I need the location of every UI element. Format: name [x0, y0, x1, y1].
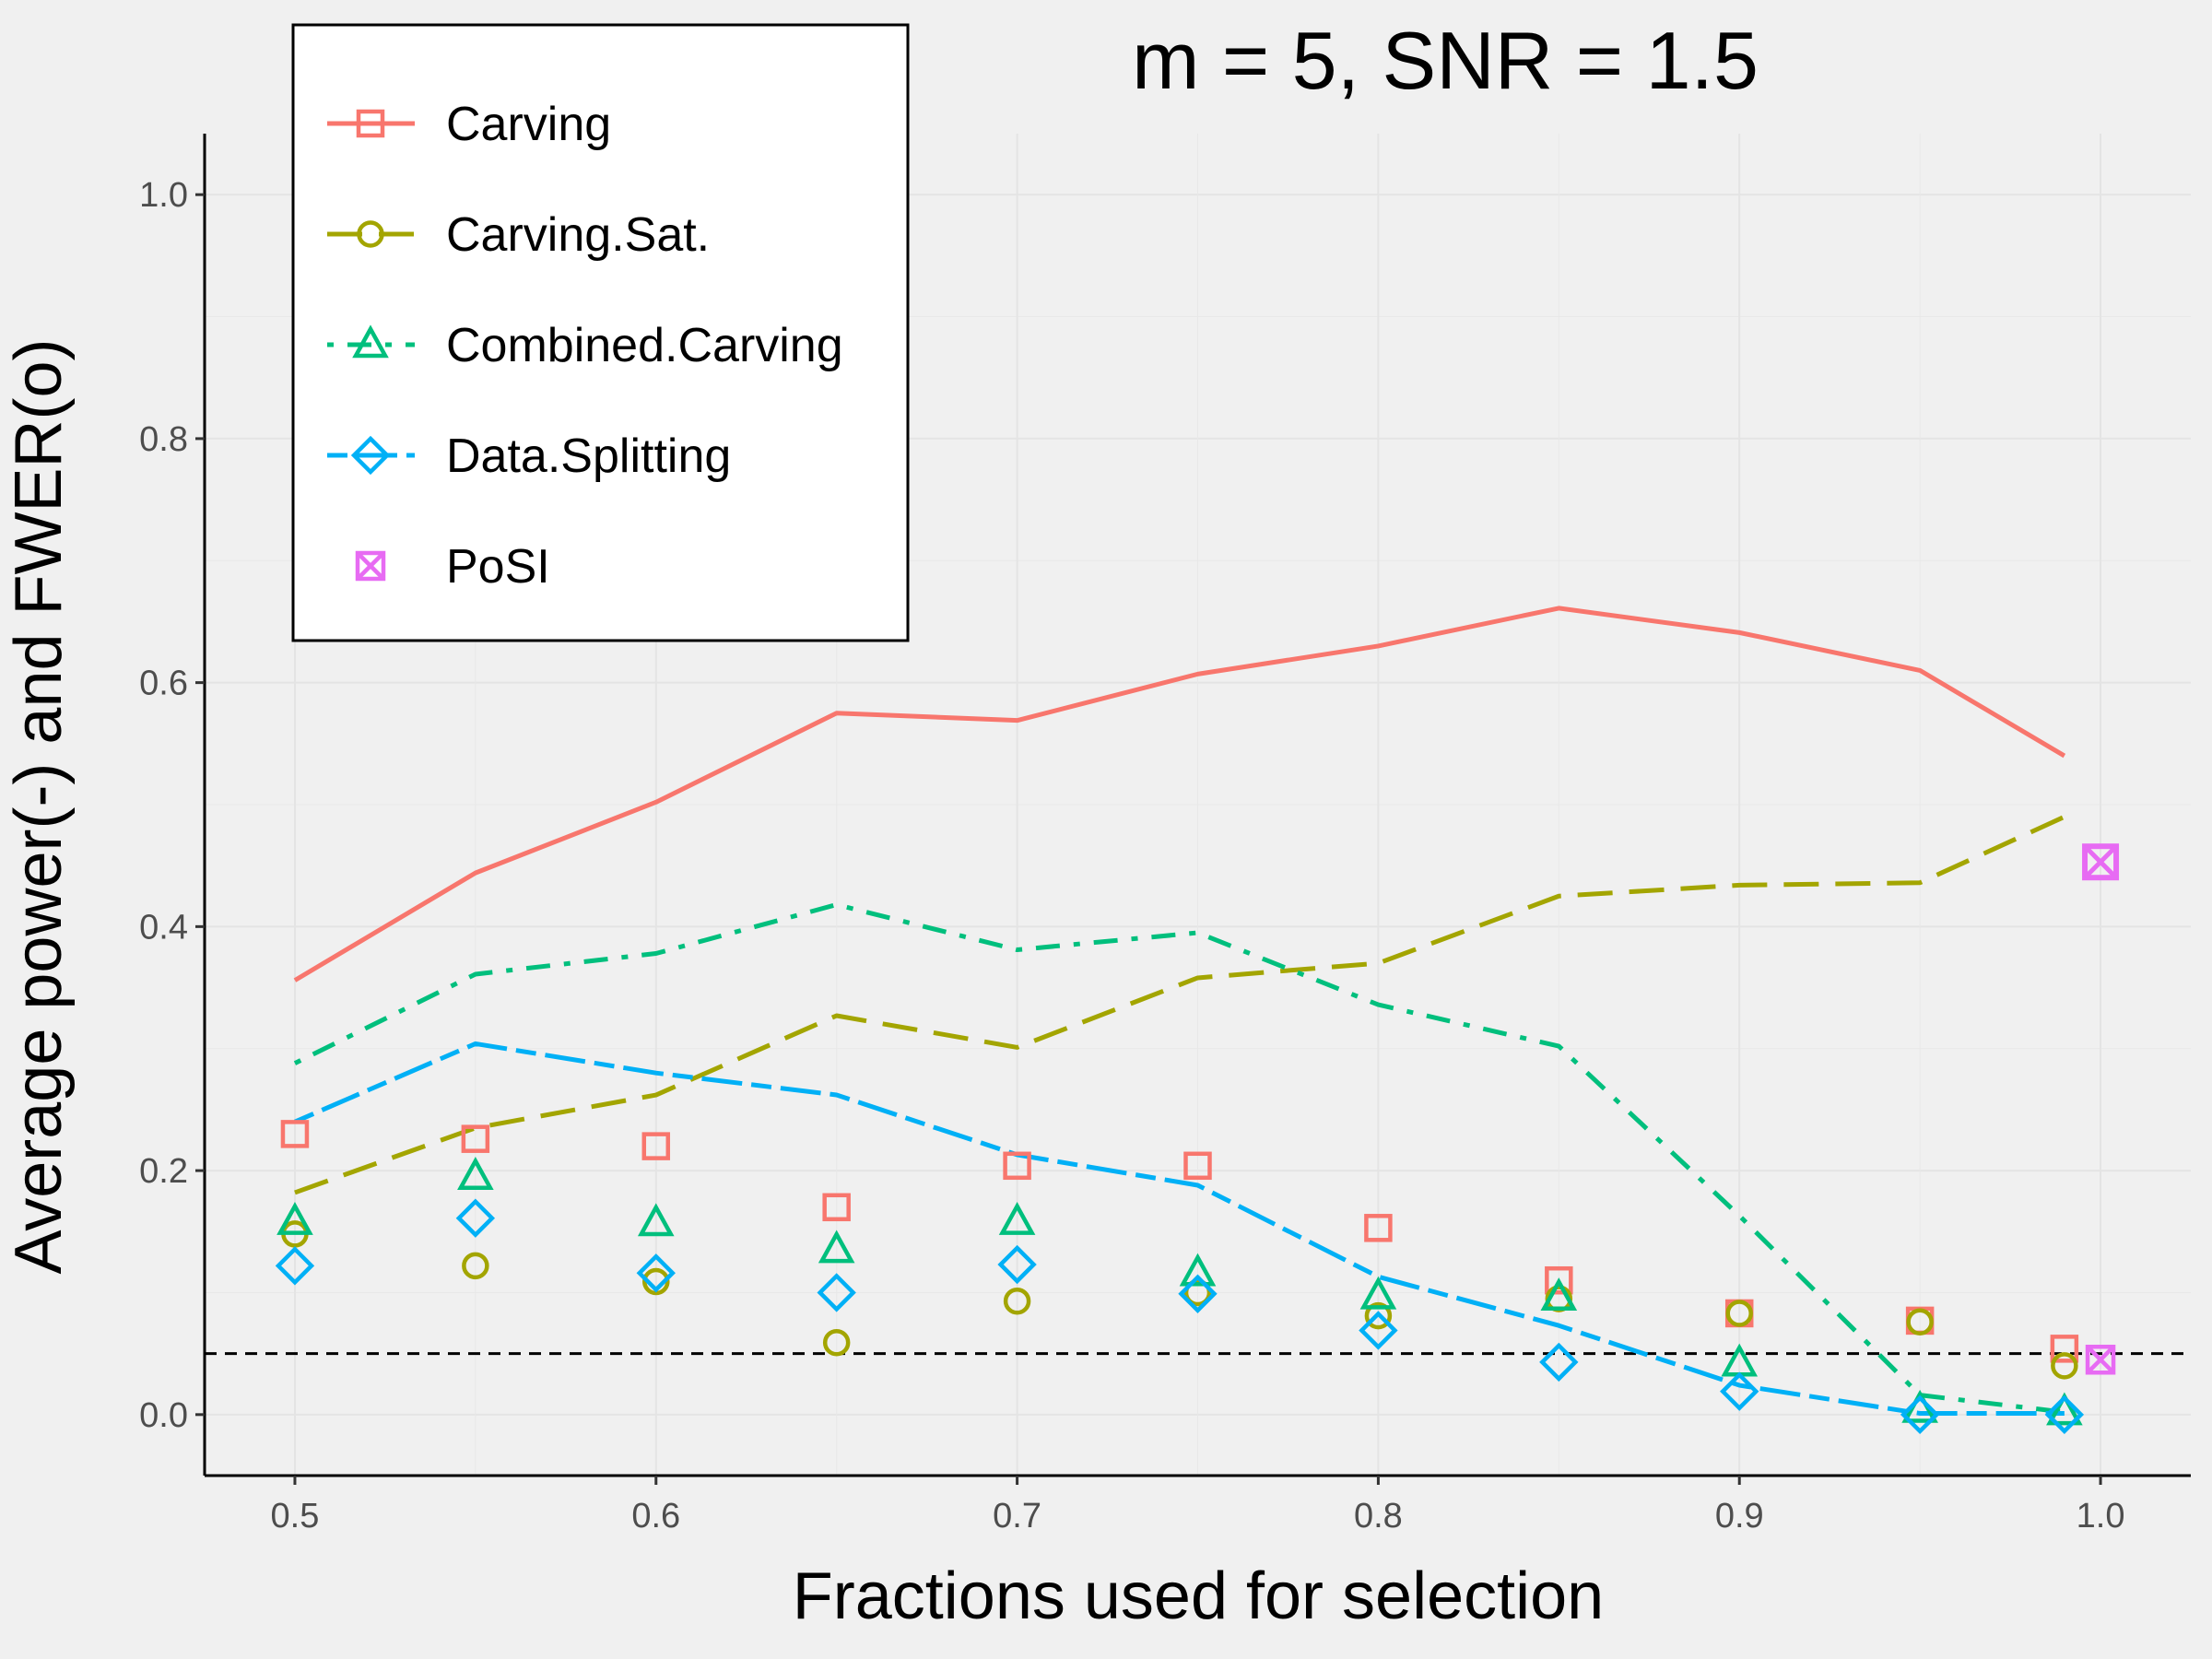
- x-tick-label: 0.5: [271, 1497, 320, 1535]
- x-axis-title: Fractions used for selection: [793, 1559, 1604, 1633]
- carving-sat-fwer-point: [1003, 1287, 1031, 1315]
- carving-sat-fwer-point: [1906, 1308, 1934, 1335]
- legend-label-carving-sat: Carving.Sat.: [446, 208, 710, 262]
- carving-power-line: [293, 606, 2066, 982]
- y-tick-label: 0.2: [139, 1152, 188, 1191]
- x-tick-label: 0.8: [1354, 1497, 1403, 1535]
- combined-carving-fwer-point: [457, 1157, 494, 1190]
- y-tick-label: 0.0: [139, 1396, 188, 1435]
- y-axis-title: Average power(-) and FWER(o): [2, 339, 76, 1275]
- posi-fwer-point: [2085, 1345, 2116, 1375]
- legend-item-data-splitting: Data.Splitting: [327, 429, 731, 483]
- posi-power-point-box: [2082, 843, 2120, 881]
- data-splitting-fwer-point: [636, 1253, 676, 1293]
- x-tick-label: 1.0: [2077, 1497, 2125, 1535]
- legend-label-combined-carving: Combined.Carving: [446, 319, 843, 372]
- combined-carving-fwer-point: [818, 1230, 855, 1264]
- data-splitting-fwer-point: [997, 1244, 1037, 1285]
- carving-sat-fwer-point: [1725, 1300, 1753, 1327]
- combined-carving-power-line: [293, 902, 2065, 1415]
- series-markers: [275, 843, 2120, 1435]
- combined-carving-fwer-point: [1179, 1253, 1217, 1287]
- carving-fwer-point: [1183, 1151, 1212, 1181]
- data-splitting-fwer-point: [1539, 1342, 1579, 1382]
- y-tick-label: 0.8: [139, 420, 188, 459]
- combined-carving-fwer-point: [998, 1202, 1036, 1235]
- y-tick-label: 0.6: [139, 665, 188, 703]
- carving-fwer-point: [2050, 1335, 2079, 1363]
- legend: Carving Carving.Sat. Combined.Carving Data.…: [291, 23, 910, 642]
- y-tick-label: 0.4: [139, 908, 188, 947]
- combined-carving-fwer-point: [276, 1202, 313, 1235]
- x-tick-label: 0.9: [1715, 1497, 1764, 1535]
- y-tick-label: 1.0: [139, 176, 188, 215]
- ticks: 0.0 0.2 0.4 0.6 0.8 1.0 0.5 0.6 0.7 0.8 0.9 1.0: [139, 176, 2124, 1535]
- carving-sat-fwer-point: [462, 1252, 489, 1280]
- carving-sat-power-line: [294, 814, 2065, 1195]
- carving-fwer-point: [1364, 1214, 1393, 1242]
- data-splitting-fwer-point: [2044, 1394, 2085, 1435]
- posi-fwer-point-cross-b: [2086, 1345, 2115, 1374]
- carving-sat-fwer-point: [1183, 1278, 1212, 1307]
- legend-label-data-splitting: Data.Splitting: [446, 429, 731, 483]
- combined-carving-fwer-point: [1359, 1276, 1397, 1310]
- legend-marker-posi-box: [355, 550, 386, 582]
- legend-item-posi: PoSI: [355, 540, 550, 594]
- carving-fwer-point: [1003, 1151, 1031, 1181]
- carving-fwer-point: [1545, 1265, 1573, 1295]
- legend-label-carving: Carving: [446, 98, 611, 151]
- legend-marker-posi-cross-b: [356, 551, 385, 581]
- carving-sat-fwer-point: [642, 1267, 670, 1296]
- chart-title: m = 5, SNR = 1.5: [1132, 15, 1759, 106]
- combined-carving-fwer-point: [2046, 1392, 2083, 1426]
- legend-item-combined-carving: Combined.Carving: [327, 319, 843, 372]
- combined-carving-fwer-point: [1540, 1277, 1578, 1311]
- data-splitting-fwer-point: [455, 1198, 496, 1238]
- legend-label-posi: PoSI: [446, 540, 550, 594]
- posi-power-point-cross-b: [2083, 844, 2118, 879]
- data-splitting-power-line: [293, 1041, 2065, 1416]
- carving-fwer-point: [641, 1132, 671, 1160]
- legend-marker-carving-sat: [357, 220, 384, 248]
- legend-marker-combined-carving: [352, 324, 389, 359]
- carving-sat-fwer-point: [2051, 1352, 2078, 1380]
- data-splitting-fwer-point: [1720, 1371, 1759, 1411]
- carving-sat-fwer-point: [822, 1328, 851, 1357]
- posi-power-point: [2082, 843, 2120, 881]
- data-splitting-fwer-point: [1178, 1274, 1218, 1313]
- data-splitting-fwer-point: [1900, 1394, 1940, 1435]
- carving-fwer-point: [822, 1193, 851, 1222]
- legend-item-carving-sat: Carving.Sat.: [327, 208, 710, 262]
- carving-sat-fwer-point: [1364, 1301, 1393, 1330]
- x-tick-label: 0.6: [631, 1497, 680, 1535]
- combined-carving-fwer-point: [637, 1203, 675, 1237]
- carving-fwer-point: [280, 1120, 310, 1148]
- legend-item-carving: Carving: [327, 98, 611, 151]
- x-tick-label: 0.7: [993, 1497, 1041, 1535]
- data-splitting-fwer-point: [275, 1246, 315, 1286]
- legend-marker-posi: [355, 550, 386, 582]
- legend-marker-carving: [356, 109, 385, 138]
- legend-box: [291, 23, 910, 642]
- data-splitting-fwer-point: [1359, 1311, 1398, 1350]
- posi-fwer-point-box: [2085, 1345, 2116, 1375]
- legend-marker-data-splitting: [350, 435, 391, 476]
- series-lines: [293, 606, 2066, 1416]
- carving-fwer-point: [461, 1124, 490, 1153]
- data-splitting-fwer-point: [817, 1273, 856, 1312]
